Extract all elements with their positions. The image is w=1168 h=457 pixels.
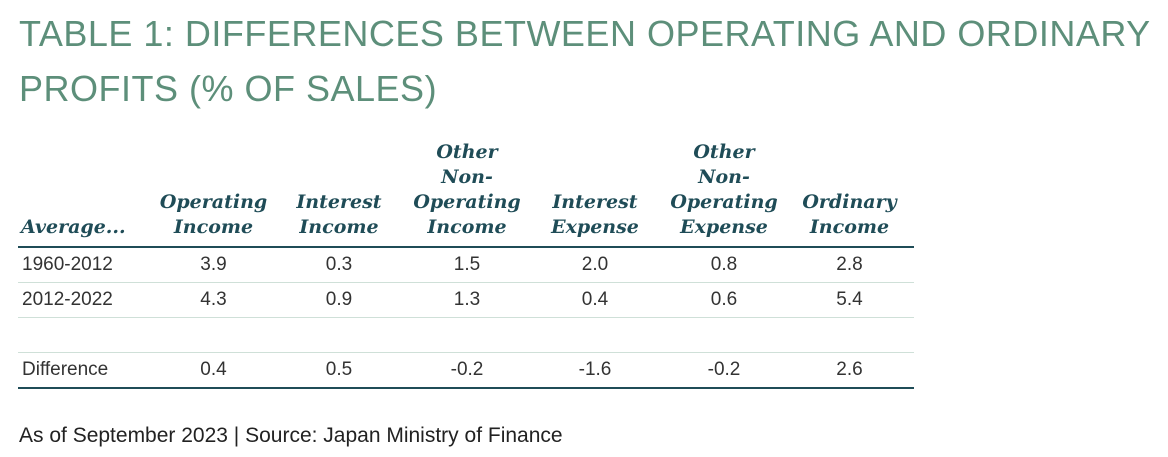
table-cell: 0.5 — [271, 352, 407, 389]
table-cell: 0.6 — [663, 282, 785, 318]
column-header-operating-income: Operating Income — [156, 140, 271, 248]
column-header-ordinary-income: Ordinary Income — [785, 140, 914, 248]
table-cell: -0.2 — [663, 352, 785, 389]
table-cell: 0.8 — [663, 247, 785, 283]
row-label: 2012-2022 — [18, 282, 156, 318]
table-cell: 0.3 — [271, 247, 407, 283]
table-cell: 1.3 — [407, 282, 527, 318]
table-cell: 3.9 — [156, 247, 271, 283]
table-cell: 4.3 — [156, 282, 271, 318]
source-note: As of September 2023 | Source: Japan Min… — [19, 424, 563, 447]
row-label: Difference — [18, 352, 156, 389]
column-header-interest-expense: Interest Expense — [527, 140, 663, 248]
table-cell: 0.4 — [527, 282, 663, 318]
table-cell — [271, 317, 407, 353]
row-label — [18, 317, 156, 353]
table-cell — [663, 317, 785, 353]
column-header-interest-income: Interest Income — [271, 140, 407, 248]
table-row-spacer — [18, 317, 914, 353]
row-label: 1960-2012 — [18, 247, 156, 283]
table-cell: 1.5 — [407, 247, 527, 283]
table-cell: -1.6 — [527, 352, 663, 389]
table-header-row: Average... Operating Income Interest Inc… — [18, 140, 914, 248]
page-title: TABLE 1: DIFFERENCES BETWEEN OPERATING A… — [19, 13, 1151, 109]
table-cell: 0.4 — [156, 352, 271, 389]
table-cell: 5.4 — [785, 282, 914, 318]
table-cell: 2.8 — [785, 247, 914, 283]
column-header-average: Average... — [18, 140, 156, 248]
table-cell: 0.9 — [271, 282, 407, 318]
table-cell: 2.0 — [527, 247, 663, 283]
table-row: 2012-2022 4.3 0.9 1.3 0.4 0.6 5.4 — [18, 282, 914, 318]
table-cell — [785, 317, 914, 353]
table-cell: -0.2 — [407, 352, 527, 389]
table-row: 1960-2012 3.9 0.3 1.5 2.0 0.8 2.8 — [18, 247, 914, 283]
table-row: Difference 0.4 0.5 -0.2 -1.6 -0.2 2.6 — [18, 352, 914, 389]
table-cell — [156, 317, 271, 353]
profits-table: Average... Operating Income Interest Inc… — [18, 140, 914, 389]
table-cell: 2.6 — [785, 352, 914, 389]
column-header-other-non-operating-expense: Other Non- Operating Expense — [663, 140, 785, 248]
column-header-other-non-operating-income: Other Non- Operating Income — [407, 140, 527, 248]
table-cell — [407, 317, 527, 353]
table-cell — [527, 317, 663, 353]
